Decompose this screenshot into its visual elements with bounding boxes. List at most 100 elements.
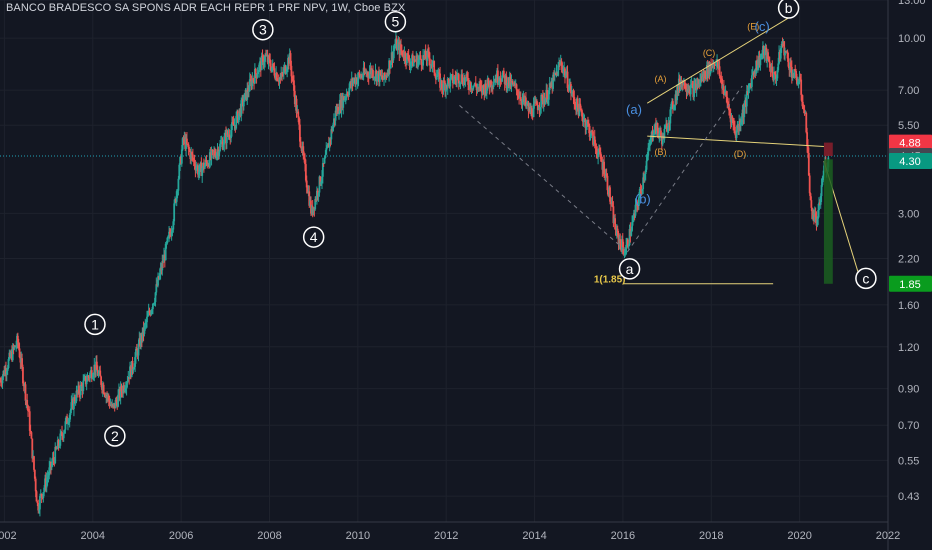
candle-body bbox=[115, 399, 118, 402]
candle-body bbox=[153, 302, 156, 304]
candle-body bbox=[22, 367, 24, 384]
trend-line bbox=[646, 16, 792, 104]
candle-body bbox=[541, 94, 543, 96]
candle-body bbox=[58, 445, 61, 447]
candle-body bbox=[158, 273, 161, 279]
candle-body bbox=[768, 61, 771, 68]
candle-body bbox=[747, 87, 750, 92]
candle-body bbox=[642, 177, 645, 190]
candle-body bbox=[246, 87, 249, 100]
candle-body bbox=[43, 487, 46, 493]
price-tag-label: 4.88 bbox=[899, 138, 920, 150]
candle-body bbox=[562, 69, 565, 72]
y-tick-label: 0.90 bbox=[898, 384, 919, 396]
candle-body bbox=[637, 197, 640, 206]
candle-body bbox=[748, 86, 751, 88]
candle-body bbox=[606, 175, 609, 191]
candle-body bbox=[29, 430, 32, 433]
candle-body bbox=[214, 151, 216, 156]
candle-body bbox=[568, 85, 571, 91]
candle-body bbox=[803, 109, 806, 114]
minor-wave-label: (a) bbox=[626, 102, 642, 117]
candle-body bbox=[242, 101, 245, 107]
candle-body bbox=[226, 131, 229, 136]
candle-body bbox=[152, 303, 154, 310]
candle-body bbox=[493, 81, 496, 83]
candle-body bbox=[1, 376, 4, 384]
candle-body bbox=[204, 159, 207, 165]
candle-body bbox=[297, 111, 300, 118]
candle-body bbox=[717, 60, 719, 69]
x-tick-label: 2018 bbox=[699, 530, 723, 542]
minor-wave-label: (B) bbox=[654, 147, 666, 157]
candle-body bbox=[347, 95, 350, 96]
candle-body bbox=[810, 200, 813, 208]
candle-body bbox=[519, 97, 522, 101]
candle-body bbox=[600, 158, 603, 162]
candle-body bbox=[33, 469, 36, 479]
candle-body bbox=[120, 386, 123, 392]
y-tick-label: 0.55 bbox=[898, 455, 919, 467]
candle-body bbox=[746, 91, 749, 92]
candle-body bbox=[560, 61, 563, 66]
candle-body bbox=[337, 106, 340, 114]
candle-body bbox=[573, 97, 576, 105]
candle-body bbox=[191, 154, 194, 159]
wave-label-circle bbox=[302, 226, 325, 248]
candle-body bbox=[725, 91, 728, 98]
candle-body bbox=[576, 98, 579, 107]
candle-body bbox=[222, 144, 225, 150]
candle-body bbox=[344, 97, 347, 99]
candle-body bbox=[739, 122, 742, 127]
candle-body bbox=[201, 168, 204, 176]
x-tick-label: 2006 bbox=[169, 530, 193, 542]
y-tick-label: 1.60 bbox=[898, 300, 919, 312]
candle-body bbox=[231, 122, 233, 131]
candle-body bbox=[525, 104, 528, 106]
candle-body bbox=[779, 48, 782, 59]
candle-body bbox=[699, 80, 701, 85]
candle-body bbox=[5, 371, 8, 375]
candle-body bbox=[148, 310, 151, 313]
candle-body bbox=[652, 133, 655, 138]
candle-body bbox=[278, 78, 281, 82]
candle-body bbox=[599, 152, 602, 159]
candle-body bbox=[210, 149, 213, 159]
candle-body bbox=[649, 136, 652, 145]
candle-body bbox=[634, 204, 637, 216]
candle-body bbox=[807, 146, 809, 153]
candle-body bbox=[328, 138, 331, 148]
candle-body bbox=[378, 70, 381, 82]
candle-body bbox=[90, 370, 93, 379]
candle-body bbox=[379, 70, 382, 76]
stop-loss-box bbox=[823, 142, 833, 157]
candle-body bbox=[123, 388, 126, 391]
candle-body bbox=[658, 133, 661, 137]
candle-body bbox=[433, 61, 436, 73]
candle-body bbox=[205, 159, 208, 163]
candle-body bbox=[186, 138, 188, 145]
candle-body bbox=[197, 166, 199, 175]
candle-body bbox=[453, 76, 456, 82]
candle-body bbox=[723, 93, 726, 95]
candle-body bbox=[445, 85, 447, 92]
dashed-trend-line bbox=[626, 85, 743, 253]
candle-body bbox=[505, 75, 508, 89]
candle-body bbox=[578, 103, 581, 116]
candle-body bbox=[459, 82, 462, 84]
candle-body bbox=[451, 74, 454, 84]
price-tag-bg bbox=[889, 153, 932, 170]
candle-body bbox=[544, 98, 547, 105]
candle-body bbox=[38, 509, 40, 511]
candle-body bbox=[420, 59, 423, 65]
candle-body bbox=[597, 152, 600, 158]
candle-body bbox=[223, 136, 226, 145]
candle-body bbox=[39, 496, 41, 510]
candle-body bbox=[587, 123, 590, 126]
candle-body bbox=[595, 146, 598, 154]
candle-body bbox=[558, 63, 560, 66]
candle-body bbox=[510, 80, 513, 87]
candle-body bbox=[321, 176, 323, 182]
candle-body bbox=[485, 83, 487, 94]
